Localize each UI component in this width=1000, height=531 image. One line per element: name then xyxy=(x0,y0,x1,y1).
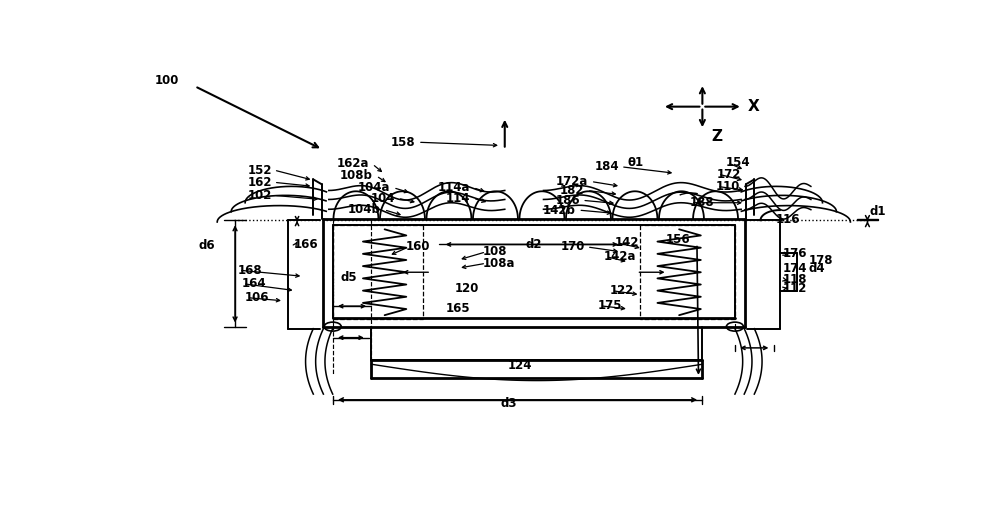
Text: 182: 182 xyxy=(560,184,585,197)
Text: 165: 165 xyxy=(446,302,471,315)
Text: 108b: 108b xyxy=(340,169,373,182)
Text: 100: 100 xyxy=(154,74,179,87)
Text: 104: 104 xyxy=(370,192,395,205)
Text: 188: 188 xyxy=(689,196,714,209)
Text: d5: d5 xyxy=(340,271,357,284)
Text: 102: 102 xyxy=(248,189,272,202)
Text: 164: 164 xyxy=(241,277,266,290)
Text: 158: 158 xyxy=(391,136,416,149)
Text: 166: 166 xyxy=(294,238,319,251)
Text: X: X xyxy=(747,99,759,114)
Text: 120: 120 xyxy=(454,282,479,295)
Text: 154: 154 xyxy=(726,156,750,169)
Text: 108: 108 xyxy=(483,245,508,258)
Text: d4: d4 xyxy=(809,262,825,275)
Text: 160: 160 xyxy=(406,241,430,253)
Text: d6: d6 xyxy=(199,239,215,252)
Text: 118: 118 xyxy=(782,273,807,286)
Text: 175: 175 xyxy=(598,299,622,312)
Text: 112: 112 xyxy=(782,282,807,295)
Text: 162: 162 xyxy=(248,176,272,189)
Text: θ1: θ1 xyxy=(627,156,643,169)
Text: 116: 116 xyxy=(776,212,800,226)
Text: 106: 106 xyxy=(245,291,270,304)
Text: 142a: 142a xyxy=(604,250,636,263)
Text: 168: 168 xyxy=(237,264,262,277)
Text: 122: 122 xyxy=(609,284,634,297)
Text: Z: Z xyxy=(712,129,723,144)
Text: 152: 152 xyxy=(248,164,272,176)
Text: 104a: 104a xyxy=(358,181,390,194)
Text: 176: 176 xyxy=(782,247,807,260)
Text: 186: 186 xyxy=(555,194,580,207)
Text: 114: 114 xyxy=(445,192,470,205)
Text: 170: 170 xyxy=(560,241,585,253)
Text: 124: 124 xyxy=(508,358,532,372)
Text: 108a: 108a xyxy=(483,257,516,270)
Text: d1: d1 xyxy=(869,205,886,218)
Text: 110: 110 xyxy=(716,180,740,193)
Text: 156: 156 xyxy=(666,233,691,246)
Text: 114a: 114a xyxy=(437,181,470,194)
Text: 142b: 142b xyxy=(543,203,576,217)
Text: 162a: 162a xyxy=(337,157,369,170)
Text: 172a: 172a xyxy=(556,175,588,188)
Text: 142: 142 xyxy=(615,236,639,250)
Text: 178: 178 xyxy=(809,254,833,267)
Text: d3: d3 xyxy=(500,397,517,410)
Text: d2: d2 xyxy=(526,238,542,251)
Text: 172: 172 xyxy=(716,168,741,181)
Text: 184: 184 xyxy=(595,160,619,173)
Text: 174: 174 xyxy=(782,262,807,275)
Text: 104b: 104b xyxy=(348,203,381,216)
